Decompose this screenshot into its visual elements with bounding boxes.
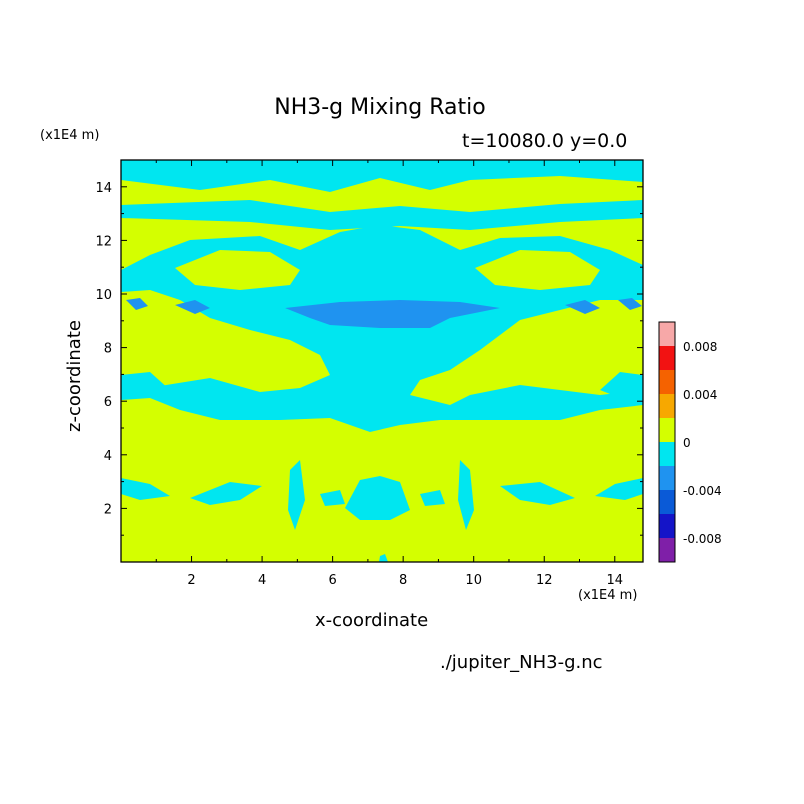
- contour-region: [458, 460, 474, 530]
- colorbar-tick-label: 0.008: [683, 340, 717, 354]
- contour-region: [379, 554, 388, 562]
- x-tick-label: 14: [607, 573, 624, 588]
- y-tick-label: 10: [95, 288, 112, 303]
- y-tick-label: 14: [95, 181, 112, 196]
- colorbar: -0.008 -0.004 0 0.004 0.008: [658, 321, 722, 563]
- colorbar-segment: [659, 322, 675, 346]
- x-tick-label: 10: [465, 573, 482, 588]
- y-tick-label: 2: [104, 502, 112, 517]
- y-axis-ticks: 2 4 6 8 10 12 14: [95, 181, 643, 536]
- colorbar-segment: [659, 514, 675, 538]
- x-tick-label: 2: [187, 573, 195, 588]
- x-axis-units: (x1E4 m): [578, 588, 638, 603]
- contour-region: [121, 372, 170, 398]
- chart-subtitle: t=10080.0 y=0.0: [462, 130, 628, 152]
- x-tick-label: 6: [328, 573, 336, 588]
- colorbar-tick-label: -0.004: [683, 484, 722, 498]
- y-tick-label: 12: [95, 234, 112, 249]
- contour-region: [121, 160, 643, 192]
- contour-region: [345, 476, 410, 520]
- colorbar-segment: [659, 418, 675, 442]
- contour-region: [600, 372, 643, 398]
- contour-region: [420, 490, 445, 506]
- contour-region: [288, 460, 305, 530]
- contour-region: [565, 300, 600, 314]
- contour-region: [320, 490, 345, 506]
- contour-region: [175, 250, 300, 290]
- plot-frame: [120, 159, 644, 563]
- contour-region: [500, 482, 575, 505]
- contour-region: [595, 478, 643, 500]
- contour-region: [126, 298, 148, 310]
- contour-region: [618, 298, 642, 310]
- x-axis-ticks: 2 4 6 8 10 12 14: [155, 160, 624, 588]
- colorbar-segment: [659, 466, 675, 490]
- y-tick-label: 4: [104, 449, 112, 464]
- colorbar-segment: [659, 490, 675, 514]
- x-tick-label: 8: [399, 573, 407, 588]
- contour-region: [475, 250, 600, 290]
- colorbar-border: [658, 321, 676, 563]
- x-axis-label: x-coordinate: [315, 610, 429, 631]
- plot-border: [120, 159, 644, 563]
- colorbar-segment: [659, 394, 675, 418]
- colorbar-segment: [659, 370, 675, 394]
- colorbar-segment: [659, 346, 675, 370]
- z-axis-units: (x1E4 m): [40, 128, 100, 143]
- contour-region: [190, 482, 262, 505]
- contour-region: [121, 478, 170, 500]
- colorbar-tick-label: 0.004: [683, 388, 717, 402]
- y-tick-label: 6: [104, 395, 112, 410]
- colorbar-segment: [659, 442, 675, 466]
- contour-region: [175, 300, 210, 314]
- y-tick-label: 8: [104, 342, 112, 357]
- chart-title: NH3-g Mixing Ratio: [274, 95, 486, 120]
- x-tick-label: 4: [258, 573, 266, 588]
- colorbar-tick-label: 0: [683, 436, 691, 450]
- contour-region: [285, 300, 500, 328]
- contour-field: [121, 160, 643, 562]
- x-tick-label: 12: [536, 573, 553, 588]
- colorbar-tick-label: -0.008: [683, 532, 722, 546]
- contour-region: [121, 200, 643, 230]
- colorbar-segment: [659, 538, 675, 562]
- source-file-label: ./jupiter_NH3-g.nc: [440, 652, 603, 673]
